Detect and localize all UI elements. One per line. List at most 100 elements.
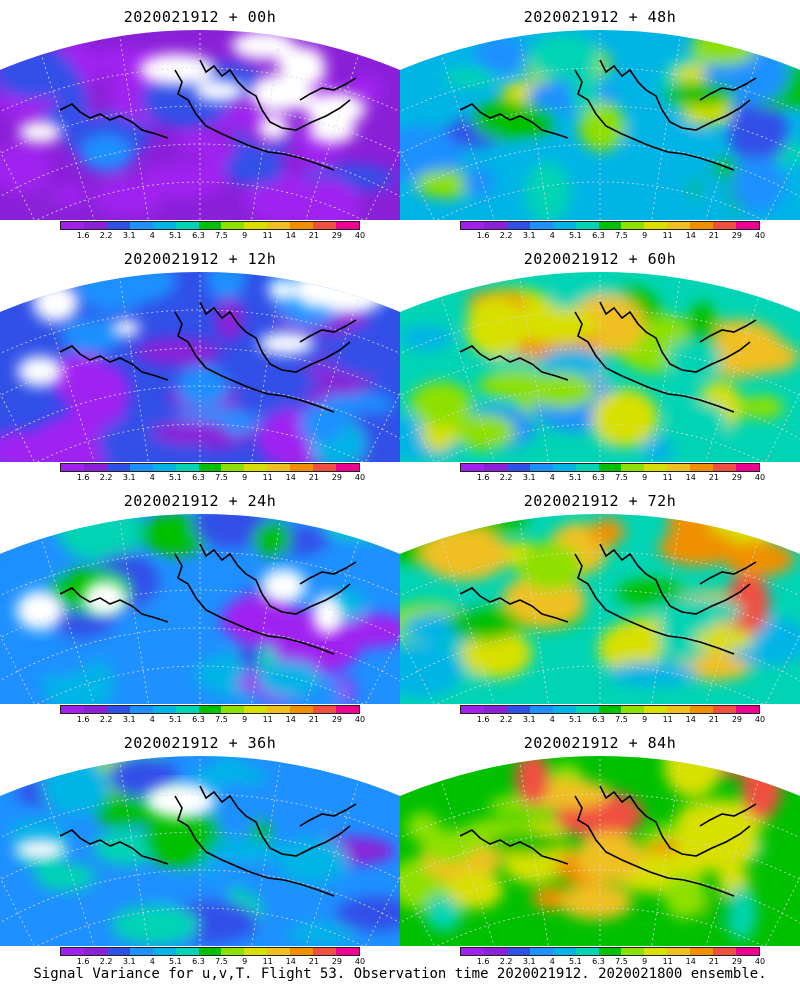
below-threshold-area: [268, 279, 297, 301]
below-threshold-area: [249, 77, 314, 112]
colorbar-label: 14: [285, 957, 296, 966]
colorbar-swatch: [461, 706, 484, 713]
variance-region: [400, 126, 464, 184]
variance-region: [425, 894, 462, 932]
colorbar-swatch: [244, 706, 268, 713]
colorbar-swatch: [61, 706, 84, 713]
parallel-line: [0, 869, 400, 946]
colorbar-swatch: [106, 706, 130, 713]
variance-region: [140, 514, 210, 556]
variance-region: [607, 661, 697, 687]
meridian-line: [40, 54, 100, 220]
colorbar-swatch: [667, 464, 691, 471]
colorbar-swatch: [221, 222, 245, 229]
meridian-line: [250, 278, 281, 462]
variance-region: [93, 792, 148, 828]
variance-region: [409, 381, 473, 427]
colorbar-swatch: [198, 706, 222, 713]
variance-region: [666, 399, 731, 462]
variance-region: [214, 781, 257, 842]
colorbar-label: 1.6: [76, 715, 90, 724]
colorbar-swatch: [461, 464, 484, 471]
colorbar-swatch: [244, 948, 268, 955]
colorbar-label: 4: [549, 231, 555, 240]
colorbar-label: 6.3: [592, 715, 605, 724]
colorbar-label: 5.1: [169, 231, 182, 240]
colorbar-label: 29: [331, 473, 343, 482]
meridian-line: [119, 278, 150, 462]
colorbar-swatch: [83, 706, 107, 713]
colorbar-swatch: [175, 222, 199, 229]
colorbar-label: 21: [708, 715, 719, 724]
variance-region: [525, 161, 571, 220]
colorbar-label: 2.2: [99, 231, 113, 240]
meridian-line: [440, 54, 500, 220]
colorbar-swatch: [506, 948, 530, 955]
colorbar-swatch: [483, 706, 507, 713]
parallel-line: [0, 385, 400, 462]
forecast-panel: 2020021912 + 36h 1.6 2.2 3.1 4 5.1 6.3 7.5 9 11 14…: [0, 726, 400, 969]
colorbar-label: 9: [242, 715, 248, 724]
parallel-line: [0, 589, 400, 673]
parallel-line: [400, 181, 800, 220]
colorbar-label: 11: [662, 715, 673, 724]
colorbar-label: 9: [242, 957, 248, 966]
colorbar-swatch: [336, 222, 359, 229]
colorbar-swatch: [713, 464, 737, 471]
parallel-line: [400, 589, 800, 673]
colorbar-label: 3.1: [122, 473, 136, 482]
below-threshold-area: [304, 92, 367, 125]
panel-title: 2020021912 + 72h: [523, 492, 677, 510]
colorbar-label: 21: [308, 715, 319, 724]
colorbar-swatch: [198, 464, 222, 471]
colorbar-label: 9: [642, 715, 648, 724]
forecast-panel: 2020021912 + 48h 1.6 2.2 3.1 4 5.1 6.3 7.5 9 11 14…: [400, 0, 800, 243]
meridian-line: [519, 762, 550, 946]
parallel-line: [400, 423, 800, 462]
variance-region: [474, 34, 526, 74]
colorbar-label: 11: [262, 715, 273, 724]
variance-region: [658, 602, 714, 662]
colorbar-swatch: [621, 464, 645, 471]
colorbar-swatch: [83, 222, 107, 229]
colorbar-swatch: [713, 948, 737, 955]
forecast-panel: 2020021912 + 24h 1.6 2.2 3.1 4 5.1 6.3 7.5 9 11 14…: [0, 484, 400, 727]
colorbar-label: 6.3: [592, 957, 605, 966]
colorbar-label: 5.1: [169, 957, 182, 966]
colorbar-swatch: [736, 948, 759, 955]
colorbar-label: 6.3: [192, 473, 205, 482]
variance-map: [0, 756, 400, 946]
meridian-line: [650, 762, 681, 946]
coastline: [459, 59, 757, 171]
colorbar-label: 40: [754, 957, 766, 966]
variance-region: [519, 542, 581, 591]
colorbar-label: 11: [262, 957, 273, 966]
colorbar-label: 1.6: [476, 715, 490, 724]
colorbar-label: 7.5: [215, 231, 228, 240]
colorbar-label: 1.6: [76, 957, 90, 966]
colorbar-swatch: [175, 948, 199, 955]
colorbar-swatch: [598, 948, 622, 955]
colorbar-label: 3.1: [522, 715, 536, 724]
below-threshold-area: [289, 61, 326, 86]
colorbar-swatch: [129, 706, 153, 713]
variance-region: [350, 74, 384, 104]
colorbar: 1.6 2.2 3.1 4 5.1 6.3 7.5 9 11 14 21 29 40: [460, 221, 765, 243]
variance-map: [400, 756, 800, 946]
colorbar-swatch: [529, 706, 553, 713]
variance-region: [111, 905, 199, 945]
colorbar-swatch: [267, 948, 291, 955]
colorbar: 1.6 2.2 3.1 4 5.1 6.3 7.5 9 11 14 21 29 40: [60, 947, 365, 969]
variance-region: [336, 896, 400, 932]
meridian-line: [250, 520, 281, 704]
colorbar-swatch: [61, 222, 84, 229]
variance-region: [271, 610, 364, 675]
meridian-line: [300, 296, 360, 462]
colorbar-swatch: [552, 948, 576, 955]
colorbar-swatch: [313, 464, 337, 471]
variance-region: [501, 145, 540, 167]
forecast-panel: 2020021912 + 72h 1.6 2.2 3.1 4 5.1 6.3 7.5 9 11 14…: [400, 484, 800, 727]
variance-region: [400, 325, 453, 351]
colorbar-label: 11: [262, 473, 273, 482]
variance-region: [570, 65, 599, 113]
